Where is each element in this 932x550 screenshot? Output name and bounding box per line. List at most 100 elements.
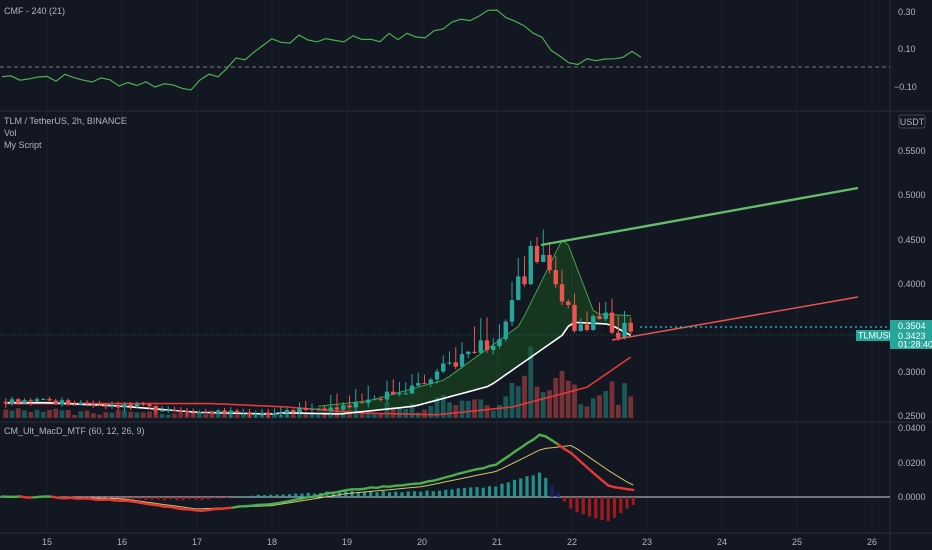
price-pane[interactable]: TLM / TetherUS, 2h, BINANCE Vol My Scrip…: [0, 114, 932, 421]
macd-segment: [582, 462, 591, 471]
volume-bar: [372, 412, 377, 418]
candle: [134, 401, 140, 409]
macd-hist-bar: [175, 497, 179, 501]
candle: [309, 403, 315, 413]
candle: [366, 385, 371, 408]
candle: [28, 398, 33, 406]
moving-average-white: [5, 321, 632, 415]
macd-hist-bar: [531, 475, 535, 497]
macd-segment: [507, 450, 516, 458]
macd-hist-bar: [500, 483, 504, 497]
candle: [372, 395, 377, 401]
volume-bar: [553, 377, 559, 418]
volume-bar: [415, 412, 421, 418]
macd-hist-bar: [225, 497, 229, 498]
candle: [3, 398, 8, 408]
macd-segment: [532, 433, 541, 441]
macd-hist-bar: [494, 486, 498, 497]
candle: [578, 317, 583, 332]
volume-bar: [234, 411, 240, 418]
macd-hist-bar: [419, 491, 423, 497]
volume-bar: [453, 405, 459, 418]
candle: [628, 317, 633, 335]
macd-hist-bar: [512, 479, 517, 497]
candle: [34, 397, 40, 402]
volume-bar: [522, 375, 527, 418]
macd-hist-bar: [425, 490, 429, 497]
candle: [347, 395, 352, 409]
macd-title: CM_Ult_MacD_MTF (60, 12, 26, 9): [4, 426, 145, 436]
candle: [259, 408, 265, 417]
grid: [46, 0, 873, 533]
macd-hist-bar: [606, 497, 610, 522]
macd-hist-bar: [256, 494, 260, 497]
candle: [128, 401, 133, 411]
macd-hist-bar: [206, 497, 210, 500]
macd-hist-bar: [437, 490, 442, 497]
macd-hist-bar: [106, 497, 110, 499]
volume-bar: [490, 410, 496, 418]
macd-hist-bar: [331, 492, 335, 497]
candle: [528, 240, 533, 285]
volume-bar: [515, 386, 521, 418]
candle: [609, 298, 615, 334]
volume-bar: [409, 403, 415, 418]
volume-bar: [47, 410, 52, 418]
macd-segment: [500, 455, 510, 462]
vol-label: Vol: [4, 128, 17, 138]
trend-line-lower[interactable]: [611, 296, 859, 341]
volume-bar: [609, 381, 615, 418]
volume-bar: [378, 412, 384, 418]
volume-bar: [209, 412, 215, 418]
candle: [403, 382, 408, 395]
volume-bar: [597, 395, 602, 418]
candle: [459, 342, 465, 369]
cmf-title: CMF - 240 (21): [4, 6, 65, 16]
volume-bar: [159, 413, 165, 418]
volume-bar: [290, 412, 296, 418]
macd-segment: [600, 479, 610, 487]
cmf-pane[interactable]: CMF - 240 (21) 0.30 0.10 −0.10: [0, 6, 917, 92]
macd-pane[interactable]: CM_Ult_MacD_MTF (60, 12, 26, 9) 0.0400 0…: [0, 423, 926, 522]
candle: [103, 404, 108, 410]
macd-hist-bar: [537, 472, 542, 497]
macd-hist-bar: [619, 497, 623, 514]
currency-badge[interactable]: [898, 114, 926, 129]
volume-bars: [3, 346, 634, 418]
volume-bar: [465, 400, 471, 418]
volume-bar: [440, 394, 446, 418]
macd-hist-bar: [156, 497, 160, 500]
volume-bar: [528, 346, 534, 418]
macd-hist-bar: [625, 497, 629, 509]
last-price-badge: [890, 331, 932, 349]
macd-hist-bar: [181, 497, 185, 501]
macd-hist-bar: [387, 492, 392, 497]
candle: [497, 324, 502, 349]
volume-bar: [172, 413, 177, 418]
macd-segment: [563, 447, 572, 454]
candle: [328, 395, 333, 415]
trend-line-upper[interactable]: [540, 186, 859, 247]
candle: [116, 401, 121, 410]
time-axis[interactable]: 15 16 17 18 19 20 21 22 23 24 25 26: [42, 537, 877, 547]
macd-hist-bar: [587, 497, 592, 517]
time-tick-0: 15: [42, 537, 52, 547]
macd-hist-bar: [581, 497, 585, 515]
price-tick-2: 0.4500: [898, 235, 926, 245]
volume-bar: [509, 383, 515, 418]
volume-bar: [34, 409, 40, 418]
macd-hist-bar: [312, 493, 317, 497]
candle: [422, 374, 427, 385]
volume-bar: [72, 414, 77, 418]
volume-bar: [109, 412, 115, 418]
macd-hist-bar: [162, 497, 167, 501]
last-price: 0.3423: [898, 331, 926, 341]
macd-hist-bar: [187, 497, 192, 500]
candle: [16, 397, 21, 405]
macd-hist-bar: [350, 490, 354, 497]
macd-hist-bar: [219, 497, 223, 499]
time-tick-10: 25: [792, 537, 802, 547]
volume-bar: [565, 380, 571, 418]
macd-hist-bar: [144, 497, 148, 500]
